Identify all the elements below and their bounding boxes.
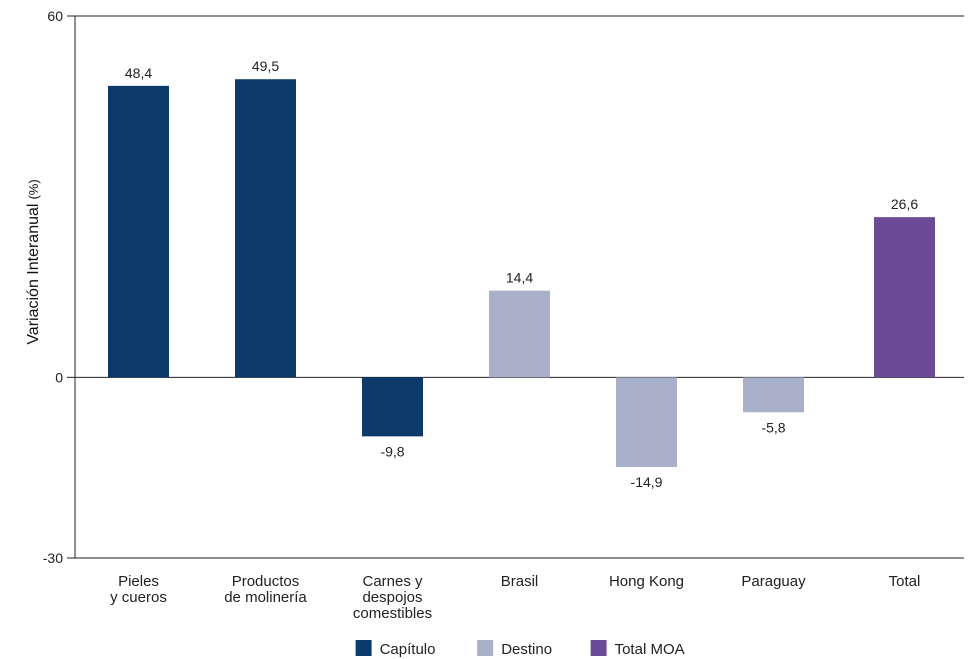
y-axis-title: Variación Interanual — [25, 204, 42, 345]
category-label: Carnes y — [362, 573, 423, 590]
category-label: despojos — [362, 589, 422, 606]
y-tick-label: -30 — [43, 550, 63, 566]
bar-1 — [235, 79, 296, 378]
bar-series — [108, 79, 935, 468]
legend-label-destino: Destino — [501, 641, 552, 658]
value-label: 49,5 — [252, 58, 279, 74]
y-tick-label: 60 — [47, 8, 63, 24]
category-label: Brasil — [501, 573, 539, 590]
legend-swatch-destino — [477, 640, 494, 656]
bar-5 — [743, 377, 804, 413]
value-label: 26,6 — [891, 196, 918, 212]
bar-6 — [874, 217, 935, 378]
value-labels: 48,4 49,5 -9,8 14,4 -14,9 -5,8 26,6 — [125, 58, 918, 490]
bar-2 — [362, 377, 423, 437]
value-label: 48,4 — [125, 65, 152, 81]
category-label: Hong Kong — [609, 573, 684, 590]
category-label: Pieles — [118, 573, 159, 590]
chart-axes: 60 0 -30 — [43, 8, 964, 566]
y-tick-label: 0 — [55, 369, 63, 385]
legend-swatch-total — [590, 640, 607, 656]
bar-0 — [108, 85, 169, 378]
y-axis-unit: (%) — [26, 179, 41, 199]
legend-swatch-capitulo — [355, 640, 372, 656]
legend: Capítulo Destino Total MOA — [355, 640, 685, 658]
value-label: 14,4 — [506, 270, 533, 286]
category-label: Productos — [232, 573, 300, 590]
bar-4 — [616, 377, 677, 468]
legend-label-capitulo: Capítulo — [380, 641, 436, 658]
category-label: y cueros — [110, 589, 167, 606]
bar-3 — [489, 290, 550, 378]
category-label: comestibles — [353, 605, 432, 622]
category-label: de molinería — [224, 589, 307, 606]
category-label: Total — [889, 573, 921, 590]
value-label: -14,9 — [631, 474, 663, 490]
value-label: -5,8 — [761, 419, 785, 435]
legend-label-total: Total MOA — [615, 641, 685, 658]
value-label: -9,8 — [380, 443, 404, 459]
category-label: Paraguay — [741, 573, 806, 590]
y-axis-label: Variación Interanual (%) — [25, 179, 42, 344]
